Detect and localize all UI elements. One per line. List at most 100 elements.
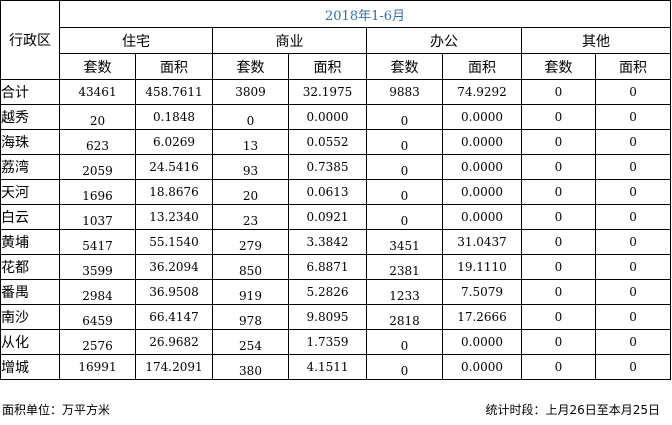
table-row: 番禺 2984 36.9508 919 5.2826 1233 7.5079 0 0 bbox=[0, 279, 672, 305]
commercial-units-cell: 13 bbox=[212, 129, 289, 155]
district-cell: 花都 bbox=[0, 254, 60, 280]
office-area-cell: 0.0000 bbox=[442, 204, 522, 230]
office-units-cell: 2381 bbox=[366, 254, 443, 280]
district-cell: 南沙 bbox=[0, 304, 60, 330]
residential-area-cell: 0.1848 bbox=[135, 104, 213, 130]
other-area-cell: 0 bbox=[594, 204, 672, 230]
other-units-cell: 0 bbox=[521, 154, 596, 180]
period-note: 统计时段：上月26日至本月25日 bbox=[485, 403, 660, 417]
commercial-units-cell: 850 bbox=[212, 254, 289, 280]
other-area-cell: 0 bbox=[594, 329, 672, 355]
residential-units-cell: 2984 bbox=[59, 279, 136, 305]
other-area-cell: 0 bbox=[594, 254, 672, 280]
residential-units-cell: 5417 bbox=[59, 229, 136, 255]
office-units-cell: 0 bbox=[366, 354, 443, 380]
district-cell: 增城 bbox=[0, 354, 60, 380]
district-cell: 合计 bbox=[0, 79, 60, 105]
period-title: 2018年1-6月 bbox=[58, 0, 672, 28]
office-units-cell: 3451 bbox=[366, 229, 443, 255]
district-cell: 从化 bbox=[0, 329, 60, 355]
district-cell: 白云 bbox=[0, 204, 60, 230]
office-units-cell: 0 bbox=[366, 179, 443, 205]
table-row: 越秀 20 0.1848 0 0.0000 0 0.0000 0 0 bbox=[0, 104, 672, 130]
commercial-area-cell: 4.1511 bbox=[288, 354, 367, 380]
residential-units-cell: 3599 bbox=[59, 254, 136, 280]
other-units-cell: 0 bbox=[521, 254, 596, 280]
commercial-area-cell: 0.0921 bbox=[288, 204, 367, 230]
table-row: 白云 1037 13.2340 23 0.0921 0 0.0000 0 0 bbox=[0, 204, 672, 230]
office-area-cell: 19.1110 bbox=[442, 254, 522, 280]
other-units-cell: 0 bbox=[521, 304, 596, 330]
table-row: 海珠 623 6.0269 13 0.0552 0 0.0000 0 0 bbox=[0, 129, 672, 155]
commercial-area-cell: 0.0552 bbox=[288, 129, 367, 155]
other-units-cell: 0 bbox=[521, 329, 596, 355]
office-units-cell: 9883 bbox=[366, 79, 443, 105]
office-area-cell: 7.5079 bbox=[442, 279, 522, 305]
residential-units-cell: 6459 bbox=[59, 304, 136, 330]
commercial-area-cell: 6.8871 bbox=[288, 254, 367, 280]
residential-area-cell: 18.8676 bbox=[135, 179, 213, 205]
commercial-area-cell: 32.1975 bbox=[288, 79, 367, 105]
residential-area-cell: 174.2091 bbox=[135, 354, 213, 380]
residential-area-cell: 66.4147 bbox=[135, 304, 213, 330]
residential-units-cell: 2059 bbox=[59, 154, 136, 180]
table-row: 天河 1696 18.8676 20 0.0613 0 0.0000 0 0 bbox=[0, 179, 672, 205]
commercial-units-cell: 93 bbox=[212, 154, 289, 180]
office-area-cell: 74.9292 bbox=[442, 79, 522, 105]
commercial-area-cell: 1.7359 bbox=[288, 329, 367, 355]
other-area-cell: 0 bbox=[594, 129, 672, 155]
table-row: 增城 16991 174.2091 380 4.1511 0 0.0000 0 0 bbox=[0, 354, 672, 380]
other-area-cell: 0 bbox=[594, 229, 672, 255]
office-units-cell: 1233 bbox=[366, 279, 443, 305]
office-area-cell: 0.0000 bbox=[442, 354, 522, 380]
residential-units-cell: 20 bbox=[59, 104, 136, 130]
housing-stats-table: 行政区 2018年1-6月 住宅 商业 办公 其他 套数 面积 套数 面积 套数… bbox=[0, 0, 672, 380]
residential-units-cell: 43461 bbox=[59, 79, 136, 105]
other-units-cell: 0 bbox=[521, 104, 596, 130]
residential-area-cell: 36.9508 bbox=[135, 279, 213, 305]
office-units-cell: 2818 bbox=[366, 304, 443, 330]
table-row: 南沙 6459 66.4147 978 9.8095 2818 17.2666 0 0 bbox=[0, 304, 672, 330]
commercial-units-cell: 0 bbox=[212, 104, 289, 130]
office-area-cell: 31.0437 bbox=[442, 229, 522, 255]
district-header: 行政区 bbox=[0, 0, 60, 80]
sub-area-label: 面积 bbox=[442, 53, 522, 80]
other-area-cell: 0 bbox=[594, 279, 672, 305]
other-area-cell: 0 bbox=[594, 104, 672, 130]
category-office: 办公 bbox=[366, 27, 522, 54]
residential-units-cell: 1696 bbox=[59, 179, 136, 205]
sub-area-label: 面积 bbox=[288, 53, 367, 80]
category-commercial: 商业 bbox=[212, 27, 367, 54]
office-units-cell: 0 bbox=[366, 104, 443, 130]
office-area-cell: 0.0000 bbox=[442, 154, 522, 180]
residential-area-cell: 26.9682 bbox=[135, 329, 213, 355]
commercial-area-cell: 5.2826 bbox=[288, 279, 367, 305]
residential-units-cell: 16991 bbox=[59, 354, 136, 380]
district-cell: 天河 bbox=[0, 179, 60, 205]
office-area-cell: 17.2666 bbox=[442, 304, 522, 330]
office-units-cell: 0 bbox=[366, 204, 443, 230]
other-units-cell: 0 bbox=[521, 179, 596, 205]
office-units-cell: 0 bbox=[366, 329, 443, 355]
office-units-cell: 0 bbox=[366, 129, 443, 155]
commercial-area-cell: 0.0613 bbox=[288, 179, 367, 205]
other-area-cell: 0 bbox=[594, 179, 672, 205]
office-area-cell: 0.0000 bbox=[442, 179, 522, 205]
sub-units-label: 套数 bbox=[521, 53, 596, 80]
table-row: 从化 2576 26.9682 254 1.7359 0 0.0000 0 0 bbox=[0, 329, 672, 355]
sub-units-label: 套数 bbox=[366, 53, 443, 80]
office-area-cell: 0.0000 bbox=[442, 329, 522, 355]
residential-units-cell: 1037 bbox=[59, 204, 136, 230]
area-unit-note: 面积单位：万平方米 bbox=[2, 403, 111, 417]
period-row: 行政区 2018年1-6月 bbox=[0, 0, 672, 80]
residential-units-cell: 2576 bbox=[59, 329, 136, 355]
other-area-cell: 0 bbox=[594, 79, 672, 105]
other-units-cell: 0 bbox=[521, 204, 596, 230]
commercial-units-cell: 254 bbox=[212, 329, 289, 355]
residential-area-cell: 13.2340 bbox=[135, 204, 213, 230]
subheader-row: 套数 面积 套数 面积 套数 面积 套数 面积 bbox=[1, 53, 672, 80]
other-units-cell: 0 bbox=[521, 279, 596, 305]
commercial-area-cell: 9.8095 bbox=[288, 304, 367, 330]
commercial-area-cell: 0.0000 bbox=[288, 104, 367, 130]
other-units-cell: 0 bbox=[521, 354, 596, 380]
